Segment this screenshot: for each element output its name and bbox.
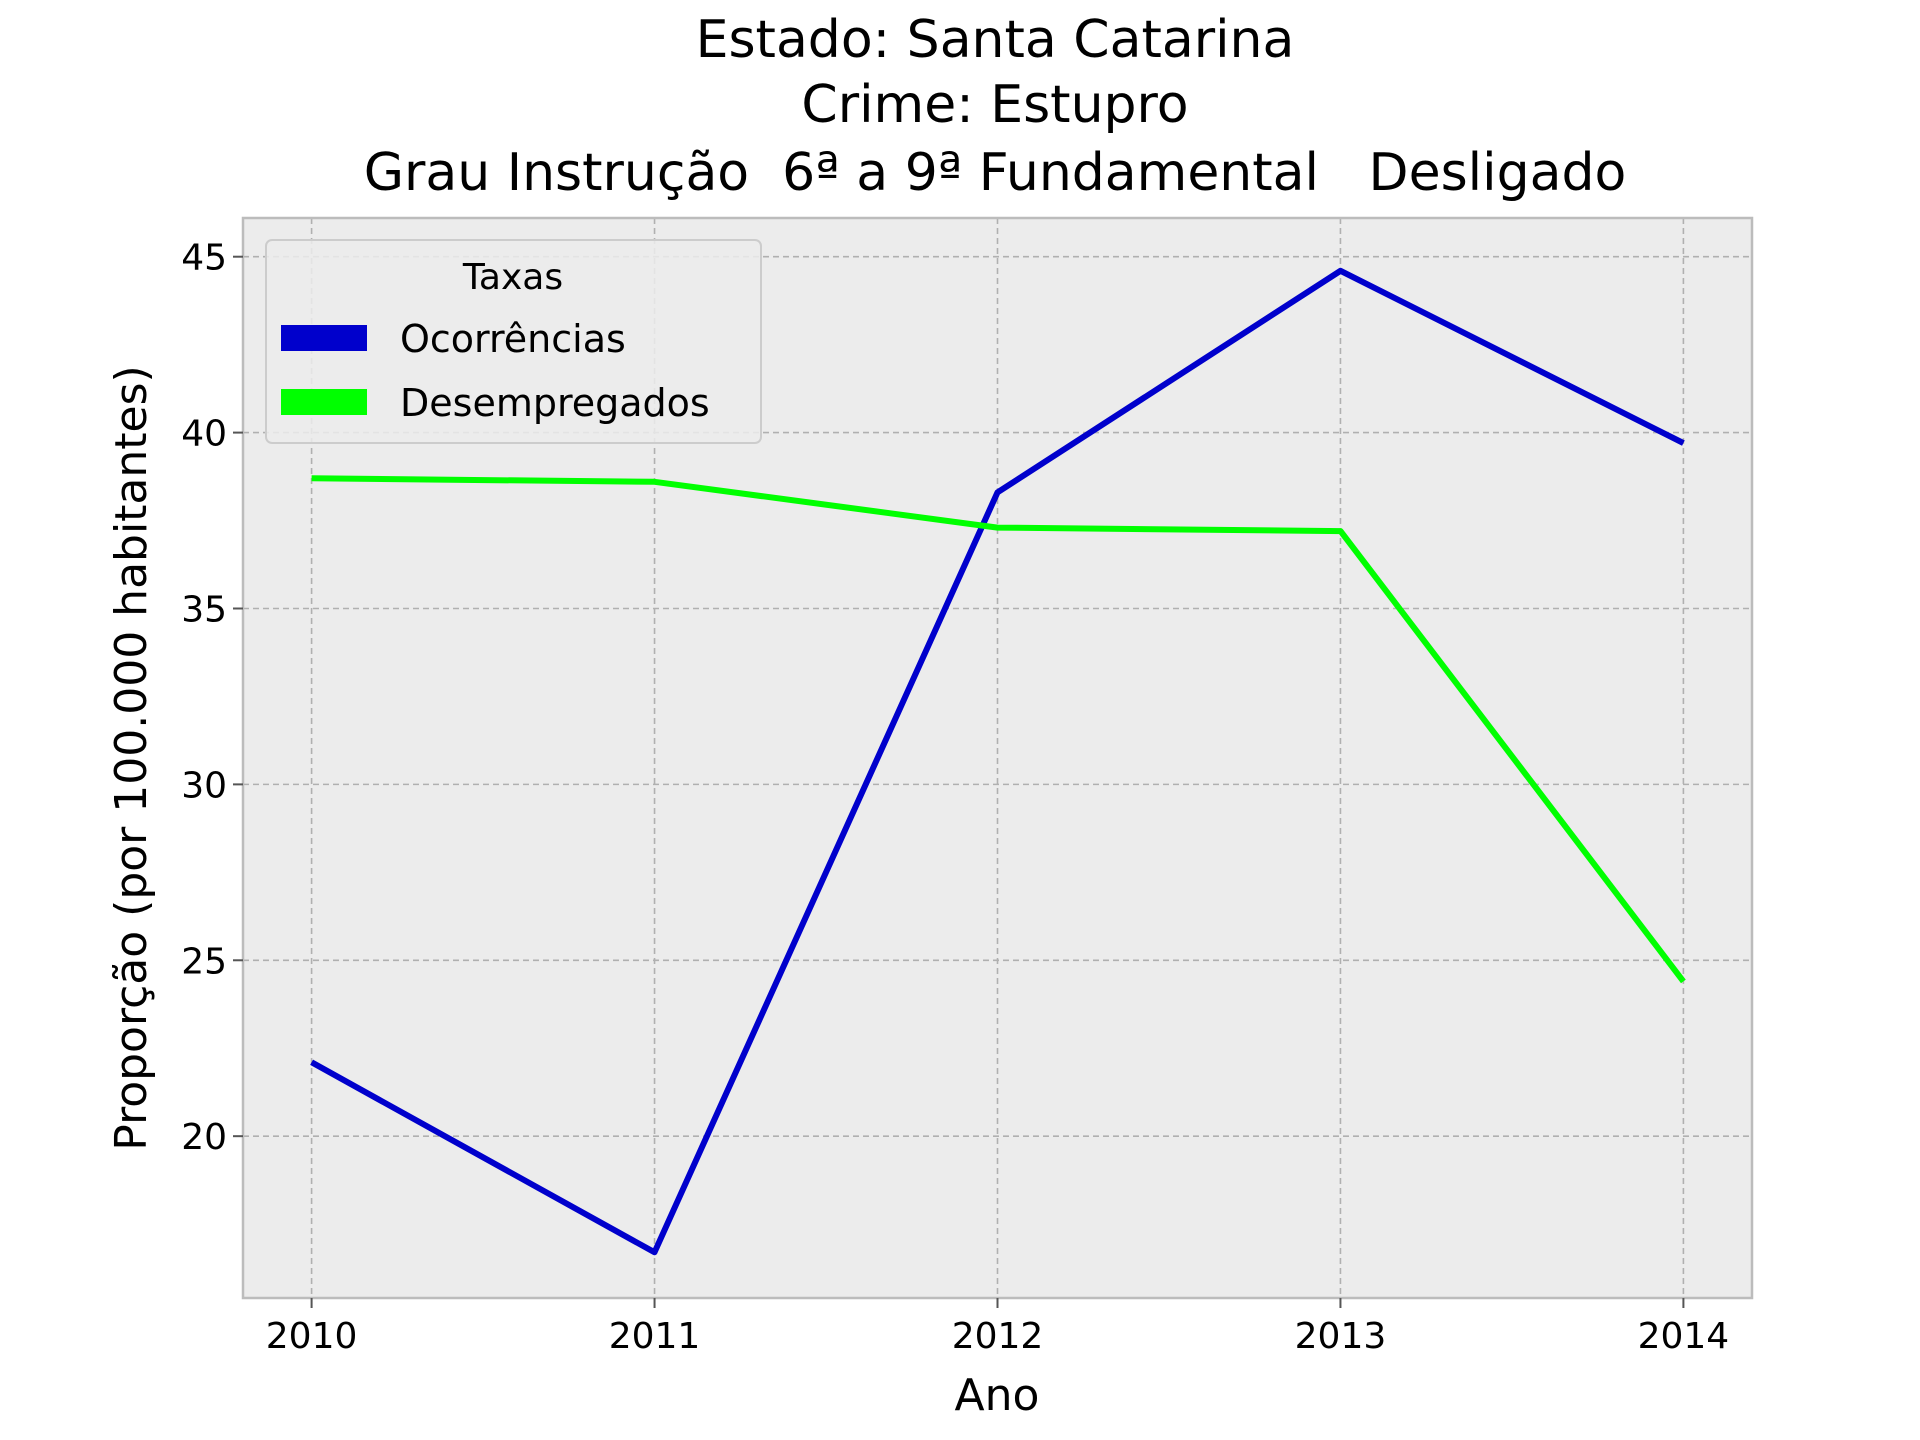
legend-title: Taxas xyxy=(462,257,563,298)
legend-box xyxy=(265,239,762,444)
y-tick-label: 25 xyxy=(181,941,227,982)
x-tick-label: 2010 xyxy=(266,1316,358,1357)
y-tick-label: 20 xyxy=(181,1117,227,1158)
series-layer xyxy=(310,267,1686,1256)
y-tick-label: 30 xyxy=(181,765,227,806)
x-axis-label: Ano xyxy=(955,1370,1040,1421)
chart-title-line-2: Crime: Estupro xyxy=(801,75,1188,135)
legend: Taxas Ocorrências Desempregados xyxy=(265,239,762,444)
legend-swatch-desempregados xyxy=(281,389,367,415)
legend-label-desempregados: Desempregados xyxy=(400,381,710,425)
x-tick-label: 2012 xyxy=(952,1316,1044,1357)
x-tick-label: 2014 xyxy=(1638,1316,1730,1357)
series-line-desempregados xyxy=(311,475,1686,984)
chart-title-line-3: Grau Instrução 6ª a 9ª Fundamental Desli… xyxy=(364,143,1627,203)
legend-label-ocorrencias: Ocorrências xyxy=(400,317,626,361)
chart-title-line-1: Estado: Santa Catarina xyxy=(696,10,1295,70)
x-tick-label: 2013 xyxy=(1295,1316,1387,1357)
y-axis-label: Proporção (por 100.000 habitantes) xyxy=(106,365,157,1150)
series-line-ocorrencias xyxy=(310,267,1685,1256)
y-tick-label: 40 xyxy=(181,414,227,455)
y-tick-label: 45 xyxy=(181,238,227,279)
x-tick-label: 2011 xyxy=(609,1316,701,1357)
y-tick-label: 35 xyxy=(181,589,227,630)
grid xyxy=(243,218,1752,1298)
legend-swatch-ocorrencias xyxy=(281,325,367,351)
ticks: 20 25 30 35 40 45 2010 2011 2012 2013 2014 xyxy=(181,238,1729,1357)
